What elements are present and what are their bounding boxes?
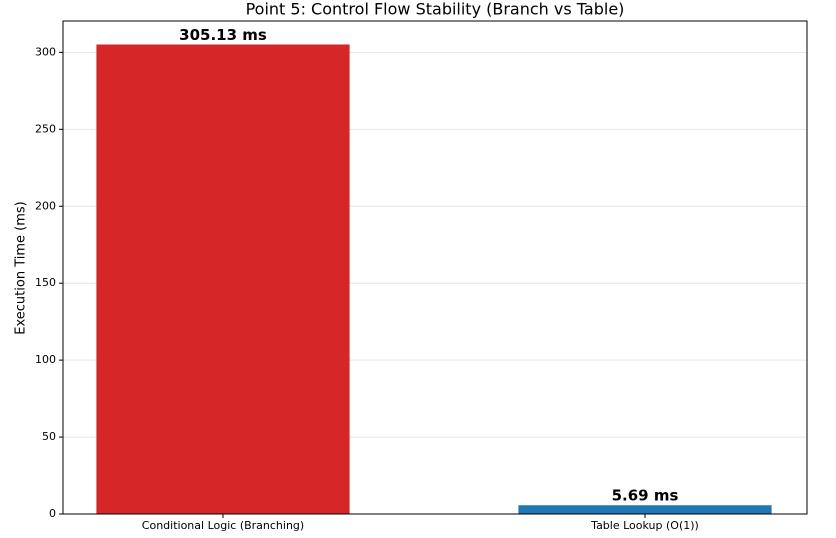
chart-title: Point 5: Control Flow Stability (Branch …: [246, 0, 625, 19]
y-tick-label: 100: [35, 353, 56, 366]
x-tick-label: Table Lookup (O(1)): [590, 519, 699, 532]
value-label: 305.13 ms: [179, 26, 267, 44]
y-tick-label: 200: [35, 199, 56, 212]
x-tick-label: Conditional Logic (Branching): [142, 519, 304, 532]
value-label: 5.69 ms: [612, 487, 679, 505]
y-axis-label: Execution Time (ms): [14, 201, 29, 334]
bar: [96, 44, 350, 514]
y-tick-label: 50: [42, 430, 56, 443]
y-tick-label: 150: [35, 276, 56, 289]
bar: [518, 505, 772, 514]
y-tick-label: 300: [35, 45, 56, 58]
y-tick-label: 0: [49, 507, 56, 520]
plot-frame: [62, 20, 808, 515]
y-tick-label: 250: [35, 122, 56, 135]
